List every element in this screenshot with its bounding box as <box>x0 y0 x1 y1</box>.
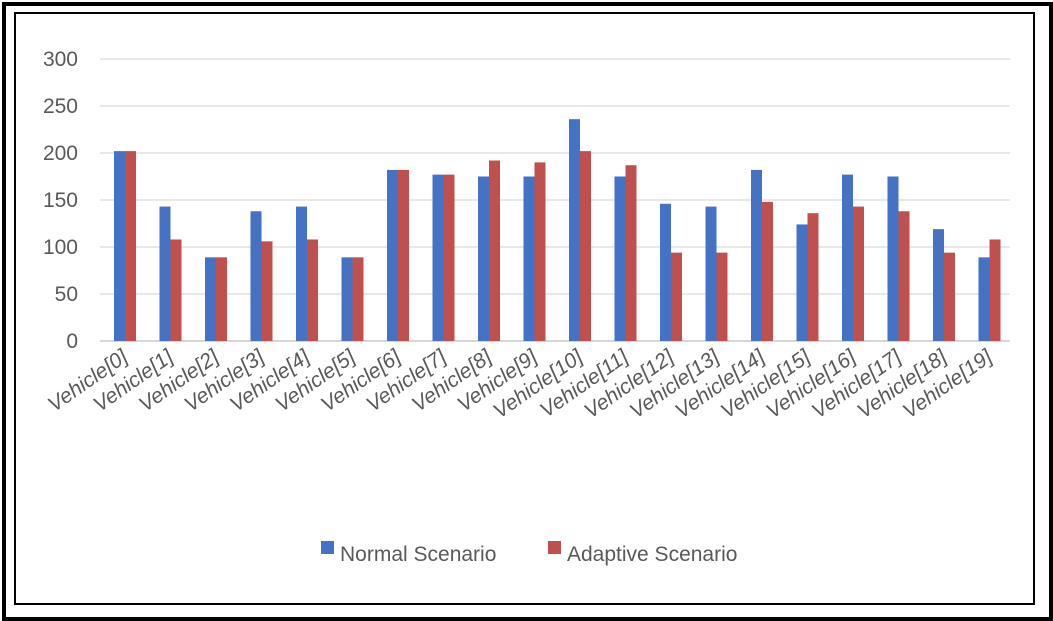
legend-swatch <box>321 541 334 554</box>
bar-adaptive <box>625 165 637 341</box>
bar-adaptive <box>307 239 318 341</box>
gridlines <box>100 58 1010 342</box>
bar-adaptive <box>261 241 273 341</box>
bar-normal <box>114 151 125 341</box>
bars <box>114 119 1001 341</box>
bar-adaptive <box>534 162 546 341</box>
y-tick-label: 0 <box>66 330 78 353</box>
bar-adaptive <box>762 201 773 341</box>
legend-swatch <box>548 541 561 554</box>
legend-label: Adaptive Scenario <box>567 543 737 566</box>
bar-normal <box>660 203 671 341</box>
bar-adaptive <box>944 252 955 341</box>
y-tick-label: 150 <box>43 189 78 212</box>
bar-normal <box>705 206 717 341</box>
y-tick-label: 50 <box>55 283 78 306</box>
legend-label: Normal Scenario <box>340 543 496 566</box>
bar-normal <box>614 176 626 341</box>
legend: Normal Scenario Adaptive Scenario <box>321 541 737 566</box>
bar-adaptive <box>853 206 864 341</box>
y-tick-label: 200 <box>43 142 78 165</box>
bar-normal <box>205 257 216 341</box>
bar-normal <box>751 169 762 341</box>
bar-adaptive <box>443 174 455 341</box>
bar-normal <box>569 119 580 341</box>
bar-normal <box>887 176 899 341</box>
bar-normal <box>842 174 853 341</box>
y-tick-label: 300 <box>43 48 78 71</box>
bar-adaptive <box>580 151 591 341</box>
y-tick-label: 100 <box>43 236 78 259</box>
bar-adaptive <box>716 252 728 341</box>
bar-normal <box>296 206 307 341</box>
bar-adaptive <box>170 239 182 341</box>
bar-normal <box>250 211 262 341</box>
bar-normal <box>523 176 535 341</box>
bar-normal <box>159 206 171 341</box>
bar-normal <box>933 229 944 341</box>
bar-adaptive <box>898 211 910 341</box>
bar-normal <box>796 224 808 341</box>
bar-adaptive <box>489 160 500 341</box>
bar-adaptive <box>671 252 682 341</box>
bar-normal <box>978 257 990 341</box>
bar-normal <box>341 257 353 341</box>
bar-normal <box>432 174 444 341</box>
bar-adaptive <box>807 213 819 341</box>
bar-normal <box>478 176 489 341</box>
bar-adaptive <box>216 257 227 341</box>
bar-normal <box>387 169 398 341</box>
bar-adaptive <box>398 169 409 341</box>
bar-adaptive <box>352 257 364 341</box>
bar-adaptive <box>125 151 136 341</box>
y-axis-ticks: 0 50 100 150 200 250 300 <box>43 48 78 353</box>
bar-adaptive <box>989 239 1001 341</box>
y-tick-label: 250 <box>43 95 78 118</box>
x-axis-ticks: Vehicle[0]Vehicle[1]Vehicle[2]Vehicle[3]… <box>44 345 998 424</box>
